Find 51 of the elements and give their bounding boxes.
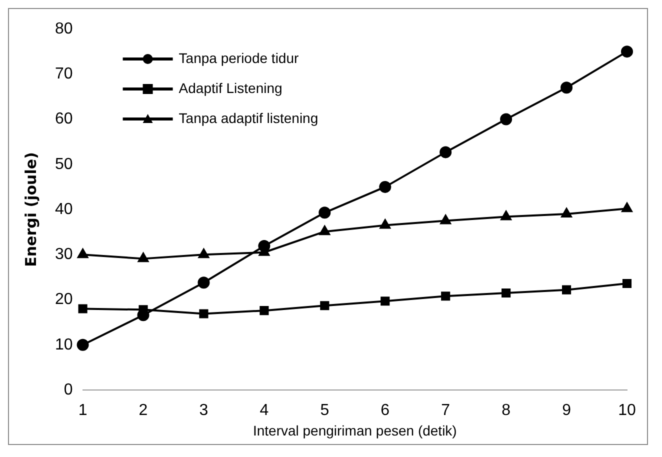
- legend-label: Tanpa adaptif listening: [178, 110, 318, 126]
- point: [562, 285, 572, 294]
- x-axis-title: Interval pengiriman pesen (detik): [252, 422, 457, 438]
- point: [379, 180, 392, 193]
- point: [198, 248, 210, 258]
- point: [319, 226, 330, 236]
- point: [500, 113, 512, 126]
- point: [621, 46, 633, 58]
- point: [561, 208, 572, 218]
- x-tick-label: 2: [138, 402, 148, 420]
- x-tick-label: 1: [78, 402, 88, 420]
- point: [318, 206, 331, 219]
- point: [622, 278, 632, 288]
- point: [502, 288, 511, 298]
- point: [622, 202, 632, 212]
- x-tick-label: 4: [260, 402, 269, 420]
- point: [198, 276, 210, 289]
- x-tick-label: 6: [380, 402, 390, 420]
- point: [78, 304, 88, 314]
- point: [380, 296, 390, 306]
- point: [199, 309, 208, 318]
- x-tick-label: 10: [618, 402, 636, 420]
- point: [260, 306, 269, 316]
- y-tick-label: 80: [55, 20, 73, 38]
- y-tick-label: 30: [55, 246, 73, 264]
- y-tick-label: 60: [55, 110, 73, 128]
- x-tick-label: 8: [502, 402, 511, 420]
- x-tick-label: 3: [199, 402, 208, 420]
- point: [560, 82, 573, 94]
- x-tick-label: 5: [320, 402, 330, 420]
- point: [76, 338, 89, 351]
- x-tick-label: 7: [441, 402, 450, 420]
- point: [77, 248, 88, 258]
- point: [441, 292, 450, 301]
- y-tick-label: 0: [64, 381, 73, 398]
- point: [500, 210, 512, 220]
- point: [440, 146, 452, 158]
- legend-label: Adaptif Listening: [178, 80, 282, 96]
- x-tick-label: 9: [562, 402, 572, 420]
- y-tick-label: 70: [55, 66, 73, 83]
- y-axis-title: Energi (joule): [22, 152, 40, 267]
- point: [138, 252, 149, 262]
- y-tick-label: 20: [55, 291, 73, 308]
- legend-label: Tanpa periode tidur: [178, 50, 299, 66]
- point: [440, 214, 451, 224]
- point: [320, 301, 330, 310]
- point: [258, 240, 270, 252]
- point: [380, 219, 390, 229]
- y-tick-label: 50: [55, 156, 73, 173]
- y-tick-label: 40: [55, 200, 73, 218]
- y-tick-label: 10: [55, 336, 73, 354]
